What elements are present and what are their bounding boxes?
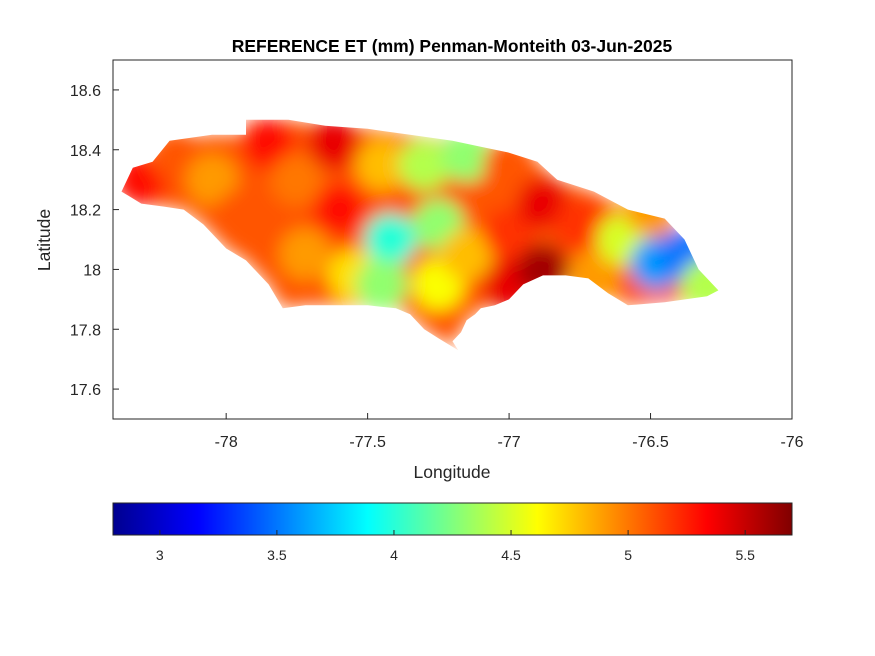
y-tick-label: 17.6 bbox=[70, 382, 101, 399]
colorbar bbox=[112, 502, 793, 536]
field-sample bbox=[242, 119, 295, 170]
x-axis-label: Longitude bbox=[414, 462, 491, 482]
colorbar-tick-label: 5 bbox=[624, 547, 632, 563]
et-field-map bbox=[121, 119, 719, 351]
field-sample bbox=[307, 119, 360, 170]
colorbar-tick-label: 5.5 bbox=[735, 547, 755, 563]
x-axis: -78 -77.5 -77 -76.5 -76 bbox=[215, 413, 804, 451]
y-tick-label: 18.4 bbox=[70, 143, 101, 160]
colorbar-tick-label: 3.5 bbox=[267, 547, 287, 563]
y-axis: 17.6 17.8 18 18.2 18.4 18.6 bbox=[70, 83, 119, 399]
field-sample bbox=[186, 153, 239, 206]
x-tick-label: -76 bbox=[780, 434, 803, 451]
chart-title: REFERENCE ET (mm) Penman-Monteith 03-Jun… bbox=[232, 36, 673, 56]
y-axis-label: Latitude bbox=[34, 209, 54, 271]
colorbar-tick-label: 3 bbox=[156, 547, 164, 563]
x-tick-label: -78 bbox=[215, 434, 238, 451]
field-sample bbox=[313, 183, 366, 236]
field-sample bbox=[214, 189, 267, 242]
field-sample bbox=[681, 258, 719, 311]
y-tick-label: 17.8 bbox=[70, 322, 101, 339]
y-tick-label: 18.2 bbox=[70, 203, 101, 220]
field-sample bbox=[483, 207, 536, 260]
y-tick-label: 18.6 bbox=[70, 83, 101, 100]
field-sample bbox=[364, 213, 417, 266]
field-sample bbox=[440, 228, 493, 281]
field-sample bbox=[355, 258, 408, 311]
plot-area bbox=[112, 59, 793, 420]
x-tick-label: -76.5 bbox=[632, 434, 669, 451]
field-sample bbox=[355, 138, 408, 191]
field-sample bbox=[270, 153, 323, 206]
field-sample bbox=[398, 138, 451, 191]
field-sample bbox=[279, 228, 332, 281]
x-tick-label: -77.5 bbox=[349, 434, 386, 451]
y-tick-label: 18 bbox=[83, 262, 101, 279]
x-tick-label: -77 bbox=[498, 434, 521, 451]
field-sample bbox=[553, 198, 606, 251]
colorbar-tick-label: 4 bbox=[390, 547, 398, 563]
colorbar-ticks: 3 3.5 4 4.5 5 5.5 bbox=[156, 530, 755, 563]
colorbar-tick-label: 4.5 bbox=[501, 547, 521, 563]
